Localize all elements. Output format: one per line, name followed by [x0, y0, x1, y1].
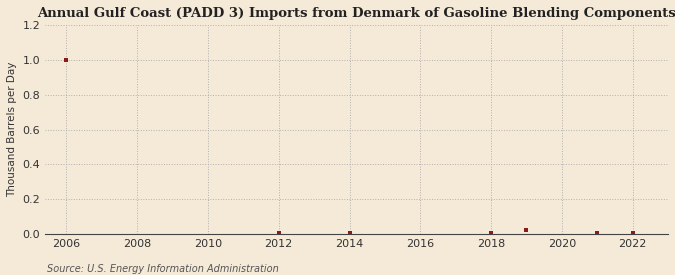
- Y-axis label: Thousand Barrels per Day: Thousand Barrels per Day: [7, 62, 17, 197]
- Title: Annual Gulf Coast (PADD 3) Imports from Denmark of Gasoline Blending Components: Annual Gulf Coast (PADD 3) Imports from …: [37, 7, 675, 20]
- Text: Source: U.S. Energy Information Administration: Source: U.S. Energy Information Administ…: [47, 264, 279, 274]
